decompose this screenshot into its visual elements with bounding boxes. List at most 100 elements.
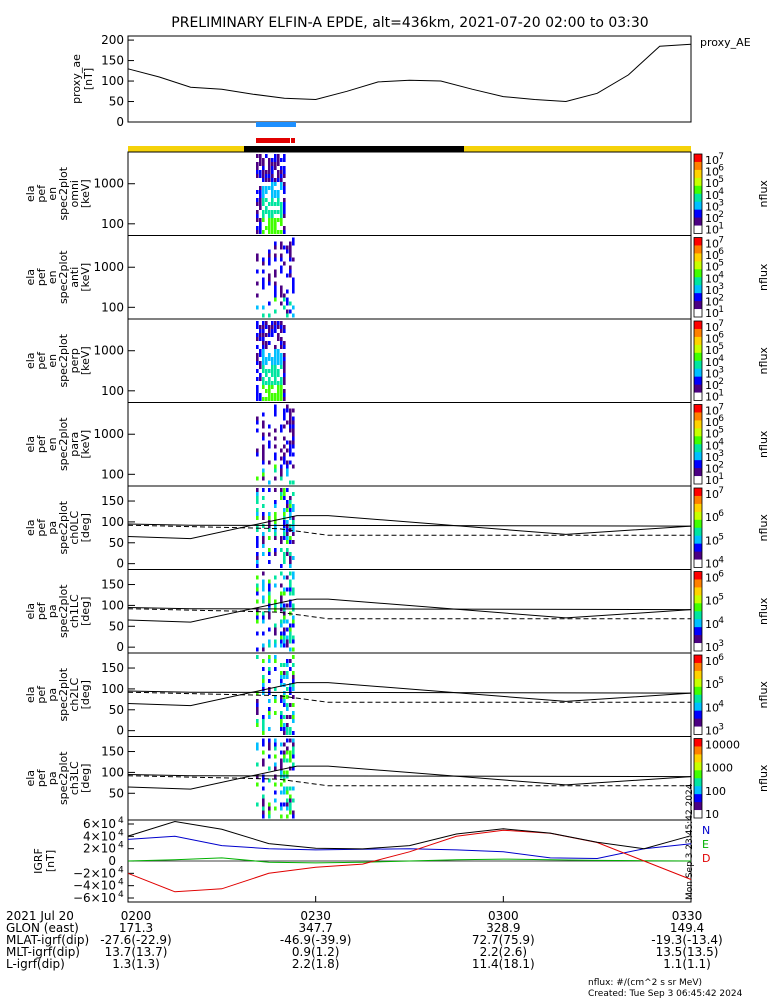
spectrogram-cell [289,703,292,707]
spectrogram-cell [289,738,292,743]
spectrogram-cell [286,723,289,727]
spectrogram-cell [292,313,295,318]
spectrogram-cell [283,182,286,186]
spectrogram-cell [289,560,292,564]
colorbar-band [694,336,702,346]
spectrogram-cell [256,583,259,588]
spectrogram-cell [259,329,262,333]
spectrogram-cell [286,249,289,254]
spectrogram-cell [280,564,283,568]
colorbar-band [694,476,702,485]
spectrogram-cell [280,325,283,329]
panel-ylabel-line: ela [24,686,37,703]
spectrogram-cell [289,623,292,628]
spectrogram-cell [277,369,280,373]
panel-ylabel-line: ela [24,603,37,620]
colorbar-tick-exp: 3 [718,365,724,375]
spectrogram-cell [274,393,277,397]
spectrogram-cell [256,420,259,425]
spectrogram-cell [268,174,271,178]
spectrogram-cell [277,393,280,397]
spectrogram-cell [283,325,286,329]
spectrogram-cell [274,289,277,294]
spectrogram-cell [262,774,265,779]
panel-ylabel-line: ch0LC [68,511,81,545]
created-stamp: Created: Tue Sep 3 06:45:42 2024 [588,989,743,999]
colorbar-frame [693,654,703,735]
spectrogram-cell [256,488,259,492]
colorbar-band [694,261,702,270]
colorbar-tick-label: 10 [705,595,719,608]
spectrogram-cell [274,575,277,580]
proxy-ae-ticks: 200 150 100 50 0 [101,33,134,129]
spectrogram-cell [268,659,271,663]
spectrogram-cell [283,408,286,413]
spectrogram-cell [274,297,277,302]
colorbar-tick-exp: 7 [718,152,724,162]
spectrogram-cell [289,766,292,771]
spectrogram-cell [274,226,277,230]
spectrogram-cell [268,432,271,437]
spectrogram-cell [274,711,277,715]
spectrogram-cell [274,655,277,659]
spectrogram-cell [271,214,274,218]
spectrogram-cell [283,603,286,608]
ytick-label: 100 [101,765,124,779]
spectrogram-cell [271,178,274,182]
spectrogram-cell [256,345,259,349]
spectrogram-cell [289,420,292,425]
spectrogram-cell [268,583,271,588]
colorbar-tick-exp: 6 [718,570,724,580]
spectrogram-cell [280,496,283,500]
spectrogram-cell [262,647,265,652]
spectrogram-cell [280,202,283,206]
spectrogram-cell [268,591,271,596]
panel-ylabel-line: [keV] [79,263,92,292]
spectrogram-cell [283,627,286,632]
spectrogram-cell [280,699,283,703]
spectrogram-cell [262,468,265,473]
spectrogram-cell [280,241,283,246]
colorbar-band [694,269,702,278]
spectrogram-cell [289,635,292,640]
spectrogram-cell [268,528,271,532]
spectrogram-cell [289,540,292,544]
spectrogram-cell [268,814,271,819]
spectrogram-cell [289,731,292,735]
spectrogram-cell [262,460,265,465]
spectrogram-cell [268,655,271,659]
colorbar-tick-label: 10 [705,200,719,213]
panel-ylabel-line: [deg] [79,680,92,709]
spectrogram-cell [289,500,292,504]
colorbar-band [694,603,702,612]
spectrogram-cell [262,579,265,584]
colorbar-band [694,519,702,529]
spectrogram-cell [280,723,283,727]
spectrogram-cell [274,428,277,433]
spectrogram-cell [268,440,271,445]
spectrogram-cell [256,170,259,174]
colorbar-band [694,770,702,779]
panel-ylabel-line: ch2LC [68,678,81,712]
spectrogram-cell [280,635,283,640]
spectrogram-cell [289,249,292,254]
colorbar-tick-label: 10 [705,261,719,274]
spectrogram-cell [292,687,295,691]
spectrogram-cell [268,548,271,552]
spectrogram-cell [262,488,265,492]
side-stamp: Mon Sep 3 23:45:42 2024 [685,783,695,900]
spectrogram-cell [262,715,265,719]
panel-frame [127,736,692,821]
spectrogram-cell [283,444,286,449]
spectrogram-cell [256,540,259,544]
spectrogram-cell [286,746,289,751]
spectrogram-cell [280,269,283,274]
panel-ylabel-line: spec2plot [57,500,70,554]
ae-ylabel-line: proxy_ae [70,54,83,104]
spectrogram-cell [274,309,277,314]
spectrogram-cell [256,333,259,337]
colorbar-band [694,360,702,370]
spectrogram-cell [280,253,283,258]
spectrogram-cell [259,230,262,234]
